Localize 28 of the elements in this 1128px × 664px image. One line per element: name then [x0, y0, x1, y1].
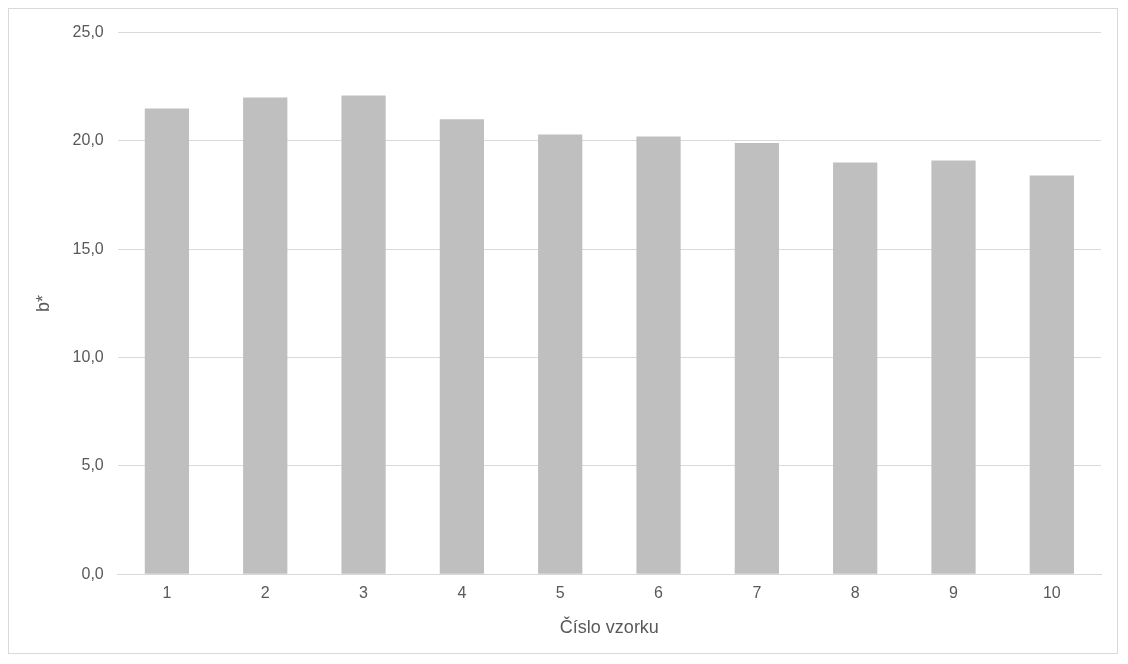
y-tick-label: 25,0	[72, 23, 104, 41]
x-tick-label: 1	[162, 584, 172, 602]
x-tick-label: 7	[752, 584, 762, 602]
x-tick-label: 5	[555, 584, 565, 602]
y-tick-label: 20,0	[72, 131, 104, 149]
y-tick-label: 0,0	[81, 564, 104, 582]
bar	[833, 162, 878, 574]
y-tick-label: 5,0	[81, 456, 104, 474]
x-axis-title: Číslo vzorku	[559, 616, 659, 638]
y-tick-label: 10,0	[72, 347, 104, 365]
y-tick-label: 15,0	[72, 239, 104, 257]
bar	[439, 119, 485, 574]
bar	[243, 97, 288, 574]
bar	[1029, 175, 1074, 574]
bar	[636, 136, 681, 574]
bar	[734, 143, 779, 574]
x-tick-label: 4	[457, 584, 467, 602]
x-tick-label: 9	[949, 584, 959, 602]
bar	[341, 95, 386, 574]
bar	[144, 108, 190, 574]
y-axis-title: b*	[32, 294, 53, 312]
x-tick-label: 2	[260, 584, 270, 602]
x-tick-label: 6	[654, 584, 664, 602]
x-tick-label: 3	[359, 584, 369, 602]
bar	[538, 134, 583, 574]
bar	[931, 160, 976, 574]
x-tick-label: 8	[850, 584, 860, 602]
x-tick-label: 10	[1042, 584, 1061, 602]
